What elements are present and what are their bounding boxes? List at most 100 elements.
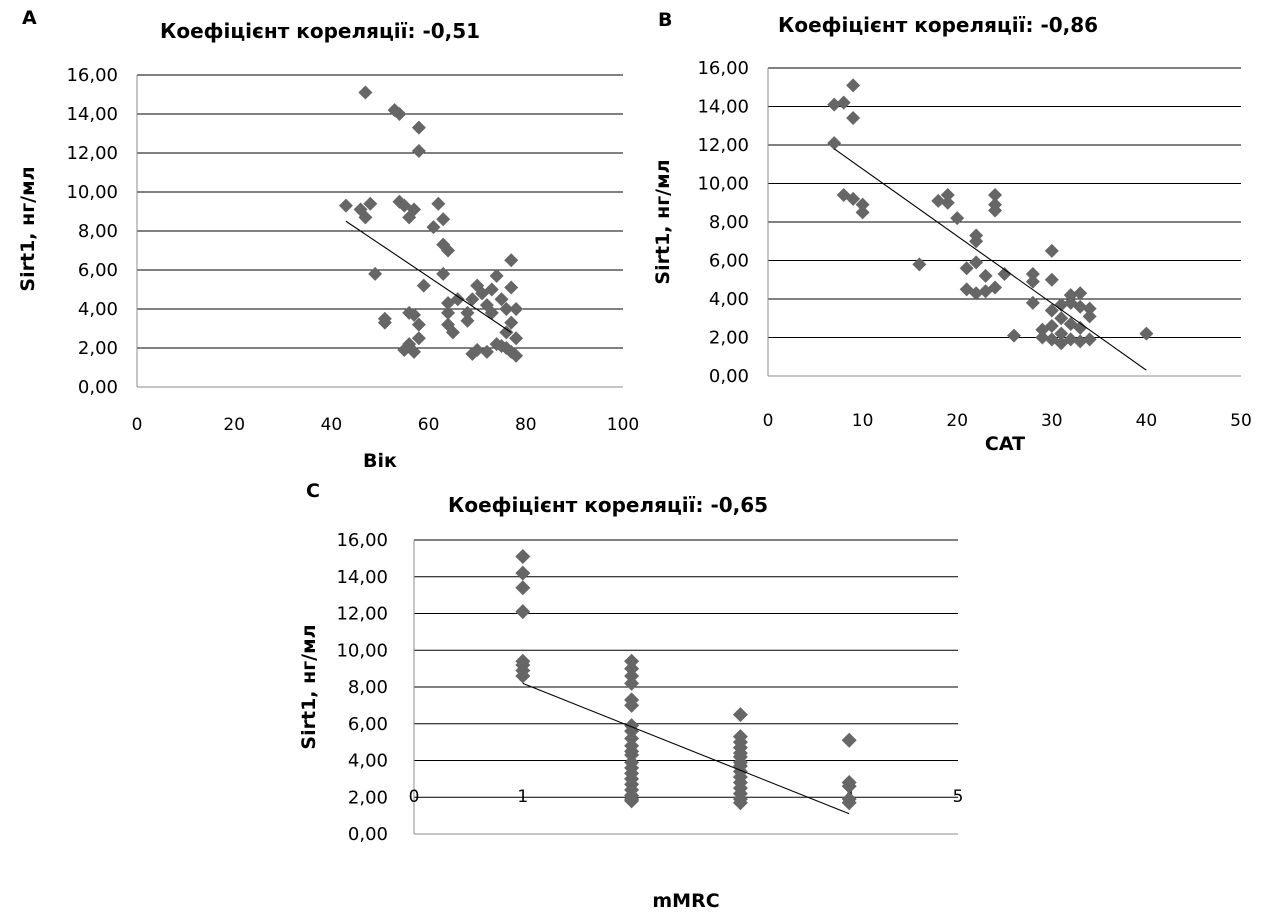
data-point [841,778,857,794]
data-point [1082,301,1097,316]
data-point [515,580,531,596]
data-point [358,85,373,100]
chart-panel-b: B Коефіцієнт кореляції: -0,86 0,00 2,00 4,00… [652,9,1252,455]
data-point [436,266,451,281]
y-tick-label: 12,00 [66,143,118,164]
data-point [841,795,857,811]
data-point [1044,272,1059,287]
data-point [1073,320,1088,335]
x-tick-label: 50 [1230,411,1252,431]
data-point [1073,334,1088,349]
x-tick-label: 100 [607,415,639,435]
data-point [1025,274,1040,289]
chart-title: Коефіцієнт кореляції: -0,65 [448,493,768,517]
data-point [846,78,861,93]
data-point [368,266,383,281]
data-point [436,212,451,227]
trendline [345,220,512,333]
chart-title: Коефіцієнт кореляції: -0,51 [160,19,480,43]
y-tick-label: 14,00 [66,104,118,125]
y-tick-label: 8,00 [709,212,749,233]
data-point [441,243,456,258]
data-point [1025,295,1040,310]
data-point [445,325,460,340]
data-point [988,188,1003,203]
data-point [1073,286,1088,301]
data-point [377,315,392,330]
y-tick-label: 14,00 [336,567,388,588]
y-tick-label: 8,00 [78,221,118,242]
data-point [460,313,475,328]
data-point [509,331,524,346]
data-point [624,793,640,809]
data-point [499,302,514,316]
data-point [392,107,407,121]
x-tick-label: 40 [321,415,343,435]
data-point [509,348,524,363]
data-point [465,292,480,307]
data-point [504,315,519,330]
data-point [450,292,465,307]
y-tick-label: 0,00 [709,366,749,387]
data-point [1035,330,1050,345]
data-point [358,210,373,225]
y-tick-label: 16,00 [697,58,749,79]
panel-letter: A [22,7,37,29]
data-point [407,307,422,322]
data-point [509,302,524,316]
data-point [479,344,494,359]
data-point [397,342,412,357]
x-tick-label: 5 [953,787,964,807]
data-point [827,97,842,112]
data-point [499,325,514,340]
data-point [997,266,1012,281]
y-tick-label: 6,00 [78,260,118,281]
x-tick-label: 20 [223,415,245,435]
x-axis-label: mMRC [652,890,719,912]
data-point [624,697,640,713]
data-point [827,136,842,151]
data-point [1054,297,1069,312]
data-point [1063,288,1078,303]
y-tick-label: 0,00 [348,824,388,845]
y-tick-label: 2,00 [78,338,118,359]
data-point [515,565,531,581]
y-tick-label: 10,00 [66,182,118,203]
y-tick-label: 8,00 [348,677,388,698]
data-point [836,95,851,110]
data-point [504,280,519,295]
data-point [931,193,946,208]
x-tick-label: 10 [852,411,874,431]
data-point [338,198,353,213]
y-tick-label: 0,00 [78,377,118,398]
data-point [988,203,1003,218]
data-point [940,195,955,210]
data-point [426,220,441,235]
data-point [460,305,475,320]
data-point [732,707,748,723]
data-point [504,253,519,268]
y-tick-label: 2,00 [709,328,749,349]
x-tick-label: 40 [1136,411,1158,431]
data-point [1044,318,1059,333]
y-tick-label: 16,00 [336,530,388,551]
data-point [1025,266,1040,281]
x-tick-label: 30 [1041,411,1063,431]
data-point [1006,328,1021,343]
data-point [470,342,485,357]
y-axis-label: Sirt1, нг/мл [298,624,320,749]
data-point [411,331,426,346]
data-point [978,268,993,283]
x-tick-label: 1 [517,787,528,807]
chart-panel-c: C Коефіцієнт кореляції: -0,65 0,00 2,00 4,00… [298,480,963,912]
data-point [1082,309,1097,324]
y-tick-label: 12,00 [697,135,749,156]
trendline [833,148,1147,371]
data-point [855,197,870,212]
data-point [431,196,446,211]
data-point [416,278,431,293]
data-point [363,196,378,211]
data-point [489,268,504,283]
data-point [515,549,531,565]
data-point [441,305,456,320]
